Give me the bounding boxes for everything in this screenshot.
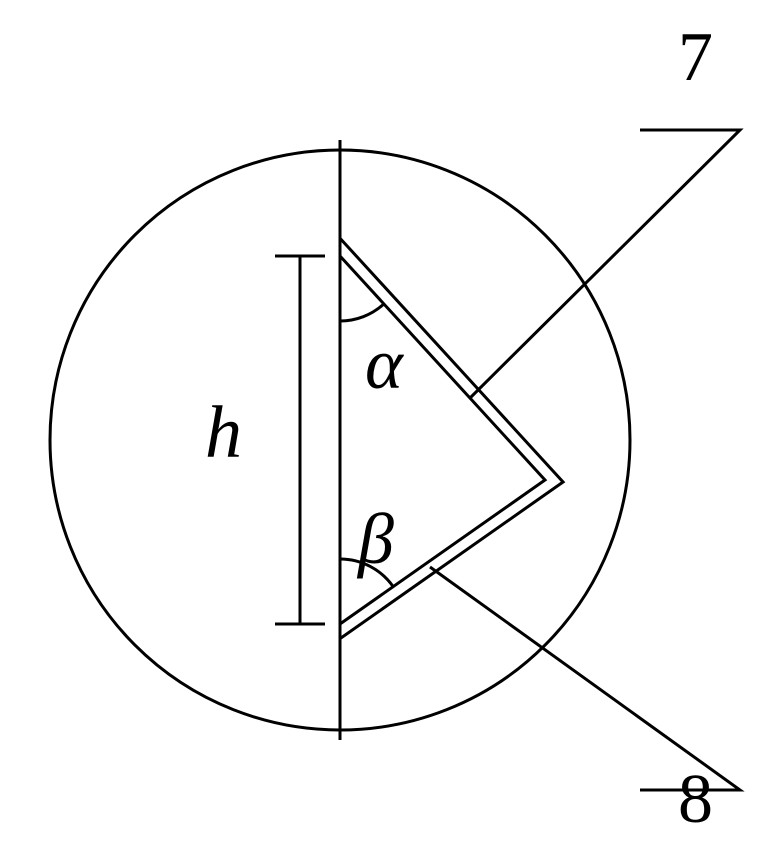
- callout-8-text: 8: [678, 760, 713, 840]
- label-beta: β: [358, 498, 394, 581]
- callout-8-leader: [430, 567, 740, 790]
- diagram-svg: [0, 0, 766, 850]
- label-alpha: α: [365, 323, 403, 406]
- label-h: h: [205, 391, 242, 476]
- callout-7-leader: [470, 130, 740, 398]
- diagram-canvas: h α β 7 8: [0, 0, 766, 850]
- angle-alpha-arc: [340, 304, 383, 321]
- callout-7-text: 7: [678, 18, 713, 98]
